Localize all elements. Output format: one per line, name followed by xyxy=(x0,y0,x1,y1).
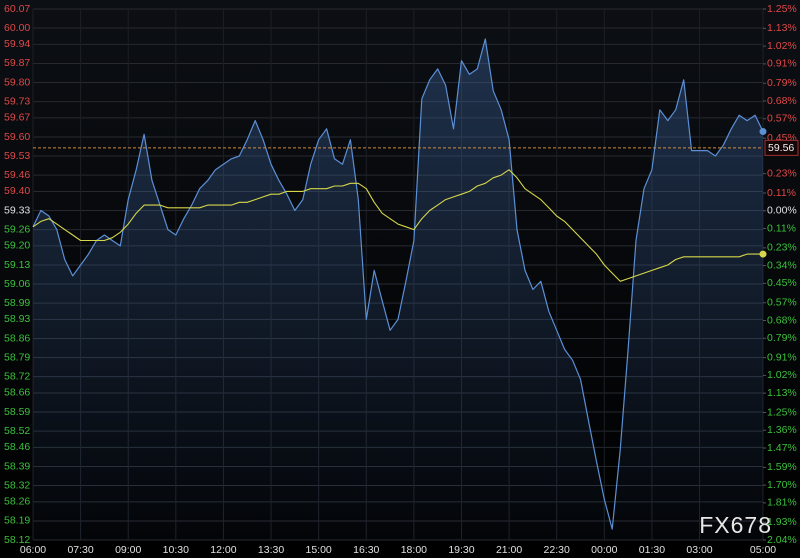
y2-tick-label: 0.23% xyxy=(767,242,797,254)
y-tick-label: 58.46 xyxy=(4,441,30,453)
x-tick-label: 13:30 xyxy=(258,544,284,556)
last-price-label: 59.56 xyxy=(768,142,794,154)
y2-tick-label: 0.57% xyxy=(767,297,797,309)
y2-tick-label: 1.02% xyxy=(767,369,797,381)
y-tick-label: 58.93 xyxy=(4,313,30,325)
last-point xyxy=(759,128,767,136)
y2-tick-label: 0.57% xyxy=(767,113,797,125)
plot xyxy=(32,38,767,540)
y-tick-label: 60.00 xyxy=(4,22,30,34)
y2-tick-label: 0.23% xyxy=(767,167,797,179)
y-tick-label: 60.07 xyxy=(4,3,30,15)
y2-tick-label: 0.11% xyxy=(767,187,796,199)
y2-tick-label: 0.68% xyxy=(767,314,797,326)
y-tick-label: 58.19 xyxy=(4,515,30,527)
y2-tick-label: 0.45% xyxy=(767,277,797,289)
last-price-box xyxy=(764,139,799,156)
y-tick-label: 59.53 xyxy=(4,150,30,162)
y-tick-label: 59.80 xyxy=(4,76,30,88)
y-tick-label: 58.26 xyxy=(4,496,30,508)
y2-tick-label: 1.25% xyxy=(767,406,797,418)
x-tick-label: 09:00 xyxy=(115,544,141,556)
y2-tick-label: 0.68% xyxy=(767,95,797,107)
y-tick-label: 58.66 xyxy=(4,387,30,399)
y-tick-label: 59.26 xyxy=(4,223,30,235)
area xyxy=(33,39,763,540)
line xyxy=(32,38,764,530)
x-tick-label: 03:00 xyxy=(686,544,712,556)
x-tick-label: 12:00 xyxy=(210,544,236,556)
y-tick-label: 59.33 xyxy=(4,204,30,216)
y2-tick-label: 1.36% xyxy=(767,424,797,436)
x-tick-label: 10:30 xyxy=(163,544,189,556)
y-tick-label: 58.12 xyxy=(4,534,30,546)
y-tick-label: 59.60 xyxy=(4,131,30,143)
y2-tick-label: 1.59% xyxy=(767,461,797,473)
y2-tick-label: 0.91% xyxy=(767,351,797,363)
x-tick-label: 21:00 xyxy=(496,544,522,556)
x-tick-label: 05:00 xyxy=(750,544,776,556)
y2-tick-label: 2.04% xyxy=(767,534,797,546)
last-point xyxy=(759,250,767,258)
y2-tick-label: 1.02% xyxy=(767,40,797,52)
x-tick-label: 01:30 xyxy=(639,544,665,556)
watermark: FX678 xyxy=(699,512,772,538)
x-tick-label: 19:30 xyxy=(448,544,474,556)
y-tick-label: 58.52 xyxy=(4,425,30,437)
line xyxy=(32,169,763,282)
axes: 60.07 60.00 59.94 59.87 59.80 59.73 59.67 59.60… xyxy=(4,3,799,556)
y-tick-label: 58.72 xyxy=(4,370,30,382)
y-tick-label: 59.87 xyxy=(4,57,30,69)
y-tick-label: 59.67 xyxy=(4,112,30,124)
y2-tick-label: 1.13% xyxy=(767,387,797,399)
y-tick-label: 59.06 xyxy=(4,278,30,290)
y2-tick-label: 1.70% xyxy=(767,479,797,491)
y2-tick-label: 0.34% xyxy=(767,259,797,271)
x-tick-label: 00:00 xyxy=(591,544,617,556)
y2-tick-label: 0.79% xyxy=(767,332,797,344)
x-tick-label: 18:00 xyxy=(401,544,427,556)
y2-tick-label: 1.47% xyxy=(767,442,797,454)
y2-tick-label: 1.93% xyxy=(767,516,797,528)
x-tick-label: 16:30 xyxy=(353,544,379,556)
x-tick-label: 07:30 xyxy=(67,544,93,556)
y-tick-label: 59.73 xyxy=(4,95,30,107)
y-tick-label: 59.20 xyxy=(4,240,30,252)
y-tick-label: 59.46 xyxy=(4,169,30,181)
y2-tick-label: 0.00% xyxy=(767,205,797,217)
y2-tick-label: 1.13% xyxy=(767,22,797,34)
y-tick-label: 58.86 xyxy=(4,332,30,344)
x-tick-label: 15:00 xyxy=(306,544,332,556)
y-tick-label: 58.79 xyxy=(4,351,30,363)
y2-tick-label: 1.81% xyxy=(767,497,797,509)
y2-tick-label: 0.11% xyxy=(767,222,796,234)
y2-tick-label: 1.25% xyxy=(767,3,797,15)
y-tick-label: 59.94 xyxy=(4,38,30,50)
x-tick-label: 22:30 xyxy=(544,544,570,556)
y-tick-label: 58.59 xyxy=(4,406,30,418)
y-tick-label: 58.32 xyxy=(4,479,30,491)
y-tick-label: 59.13 xyxy=(4,259,30,271)
y-tick-label: 58.99 xyxy=(4,297,30,309)
y2-tick-label: 0.79% xyxy=(767,77,797,89)
y-tick-label: 59.40 xyxy=(4,185,30,197)
y-tick-label: 58.39 xyxy=(4,460,30,472)
x-tick-label: 06:00 xyxy=(20,544,46,556)
y2-tick-label: 0.91% xyxy=(767,58,797,70)
